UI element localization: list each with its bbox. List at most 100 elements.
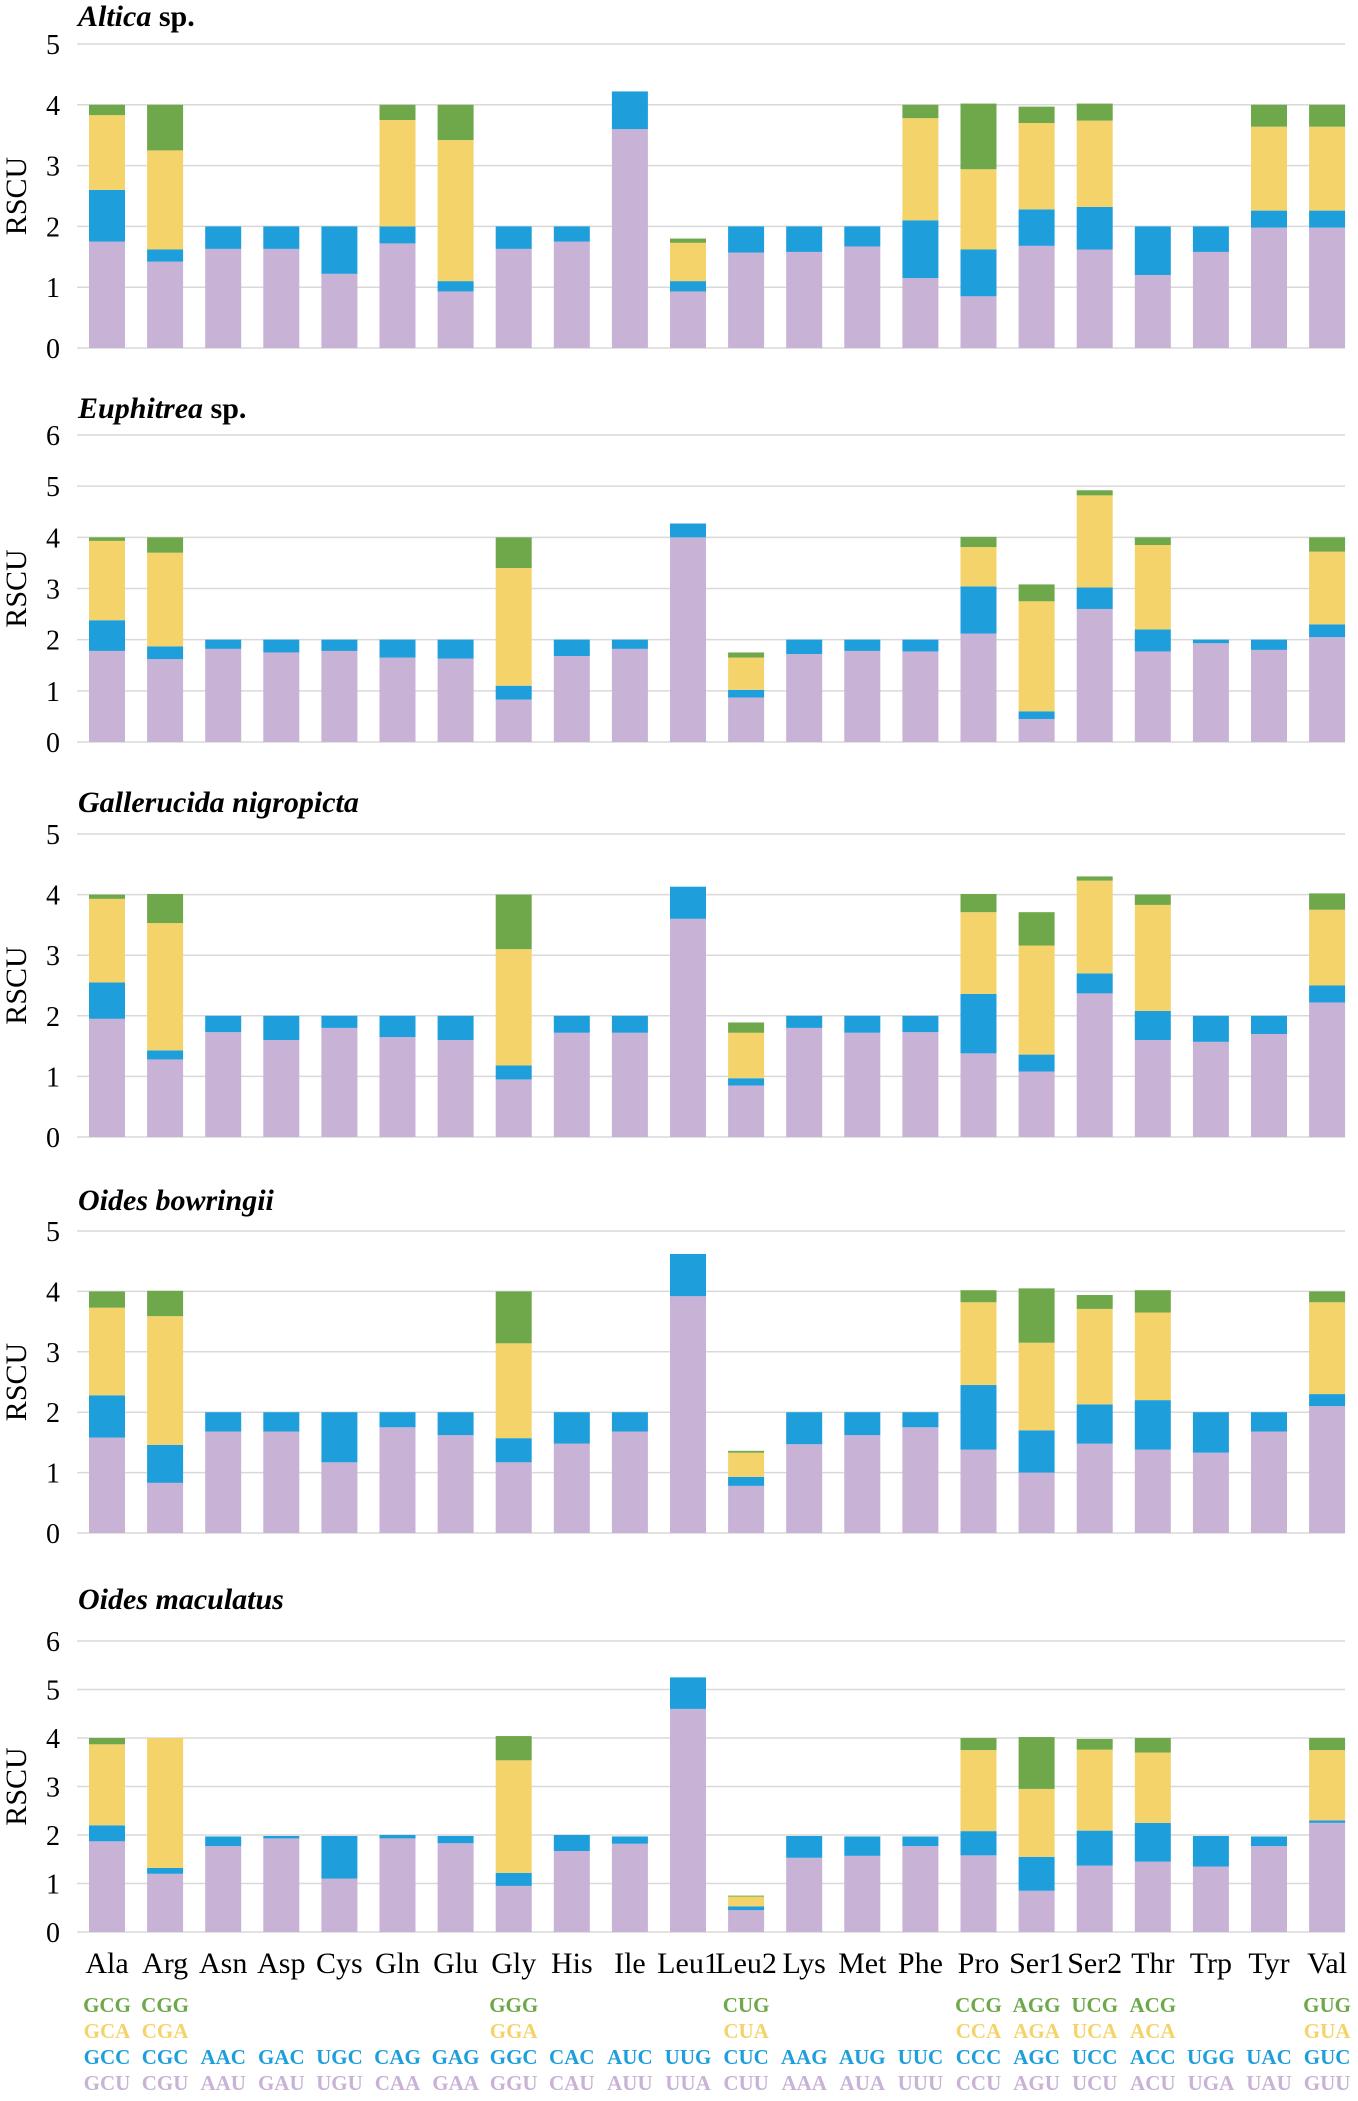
y-tick-label: 5 [46,820,60,851]
bar-segment [205,1032,242,1137]
x-tick-label: Leu1 [657,1947,719,1980]
y-tick-label: 2 [46,1002,60,1033]
bar-segment [1251,227,1287,348]
bar-segment [321,1462,358,1533]
bar-segment [1076,490,1113,496]
bar-segment [1018,1788,1055,1857]
bar-segment [1134,904,1171,1011]
bar-segment [263,639,300,653]
bar-segment [902,118,939,221]
bar-segment [1192,643,1229,742]
codon-label: CGU [142,2071,189,2095]
bar-segment [89,189,125,242]
codon-label: UGA [1188,2071,1236,2095]
bar-segment [1018,1472,1055,1533]
bar-segment [495,1291,532,1344]
bar-segment [728,226,765,253]
bar-segment [1192,1866,1229,1932]
bar-segment [902,1032,939,1137]
chart-panel: 0 1 2 3 4 5 RSCU Altica sp. [0,0,1346,365]
bar-segment [1076,120,1113,207]
codon-label: AGA [1013,2019,1061,2043]
bar-segment [1076,1865,1113,1932]
chart-panel: 0 1 2 3 4 5 6 RSCU Euphitrea sp. [0,392,1346,759]
bar-segment [437,1040,474,1137]
bar-segment [1251,210,1287,228]
bar-segment [728,1032,765,1079]
bar-segment [902,1836,939,1847]
bar-segment [902,651,939,742]
bar-segment [728,1078,765,1086]
bar-segment [1251,1836,1287,1847]
bar-segment [1076,880,1113,974]
bar-segment [89,1018,125,1137]
bar-segment [89,620,125,651]
bar-segment [728,689,765,698]
bar-segment [89,898,125,983]
y-tick-label: 1 [46,1870,60,1901]
bar-segment [1251,1412,1287,1432]
bar-segment [89,1841,125,1932]
bar-segment [1134,629,1171,652]
bar-segment [89,540,125,621]
codon-label: UGU [316,2071,363,2095]
bar-segment [553,1835,590,1852]
bar-segment [1134,651,1171,742]
y-tick-label: 3 [46,575,60,606]
bar-segment [89,1395,125,1438]
y-axis-label: RSCU [0,549,33,628]
codon-label: UAU [1246,2071,1292,2095]
y-tick-label: 4 [46,523,60,554]
bar-segment [1018,711,1055,719]
bar-segment [728,652,765,658]
bar-segment [902,1015,939,1033]
codon-label: CGC [142,2045,189,2069]
bar-segment [728,1906,765,1911]
bar-segment [1076,1738,1113,1750]
bar-segment [1018,1288,1055,1343]
y-tick-label: 3 [46,941,60,972]
bar-segment [902,104,939,119]
bar-segment [379,1838,416,1932]
bar-segment [1076,1404,1113,1444]
codon-label: GAA [432,2071,480,2095]
bar-segment [379,1427,416,1533]
bar-segment [728,1452,765,1477]
bar-segment [786,226,823,252]
bar-segment [1018,123,1055,210]
bar-segment [205,1015,242,1033]
y-tick-label: 3 [46,152,60,183]
bar-segment [1018,945,1055,1055]
bar-segment [960,1738,997,1751]
bar-segment [611,639,648,649]
y-tick-label: 0 [46,1123,60,1154]
bar-segment [1309,1002,1346,1137]
bar-segment [670,1708,706,1932]
bar-segment [611,1431,648,1533]
bar-segment [147,1738,184,1868]
bar-segment [1134,275,1171,348]
x-tick-label: Tyr [1248,1947,1289,1980]
y-tick-label: 5 [46,472,60,503]
codon-label: CGG [141,1993,189,2017]
y-tick-label: 0 [46,1918,60,1949]
bar-segment [1192,1412,1229,1453]
bar-segment [1076,1749,1113,1831]
bar-segment [495,949,532,1066]
bar-segment [205,1846,242,1932]
bar-segment [786,1412,823,1445]
bar-segment [1309,126,1346,211]
y-tick-label: 5 [46,1217,60,1248]
bar-segment [844,226,881,247]
codon-label: UAC [1246,2045,1292,2069]
bar-segment [147,104,184,151]
bar-segment [321,1015,358,1028]
bar-segment [1309,1291,1346,1303]
bar-segment [960,296,997,348]
bar-segment [263,1835,300,1839]
bar-segment [611,129,648,348]
bar-segment [844,650,881,742]
codon-label: CCC [956,2045,1002,2069]
bar-segment [495,699,532,742]
bar-segment [553,639,590,657]
